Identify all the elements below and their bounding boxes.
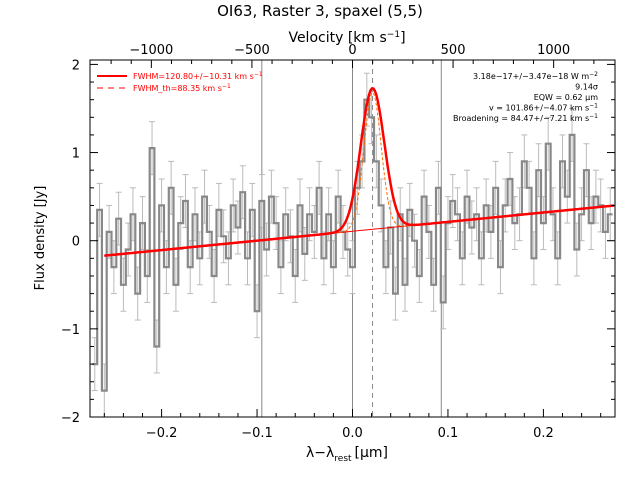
annotation-main: EQW = 0.62 μm (534, 93, 598, 102)
top-axis-label-text: Velocity [km s (288, 30, 386, 46)
legend-label-text: FWHM=120.80+/−10.31 km s (133, 72, 254, 81)
annotation-main: Broadening = 84.47+/−7.21 km s (453, 114, 589, 123)
plot-area (91, 60, 616, 418)
top-tick-label: 1000 (537, 43, 570, 58)
x-axis-label-sub: rest (334, 454, 352, 464)
x-tick-label: −0.2 (146, 426, 178, 441)
x-tick-label: 0.1 (438, 426, 459, 441)
annotation-text: 9.14σ (575, 83, 598, 92)
annotation-main: 9.14σ (575, 83, 598, 92)
y-tick-label: 2 (72, 58, 80, 73)
annotation-sup: −2 (589, 71, 598, 78)
annotation-main: v = 101.86+/−4.07 km s (489, 104, 589, 113)
x-tick-label: −0.1 (241, 426, 273, 441)
annotation-sup: −1 (589, 113, 598, 120)
top-tick-label: 0 (348, 43, 356, 58)
legend-label: FWHM_th=88.35 km s−1 (133, 83, 231, 93)
top-tick-label: −500 (234, 43, 270, 58)
total-fit-line (104, 87, 615, 257)
x-tick-label: 0.2 (533, 426, 554, 441)
annotation-text: EQW = 0.62 μm (534, 93, 598, 102)
axis-ticks: −0.2 −0.1 0.0 0.1 0.2 −1000 −500 0 500 1000 −2 −1 0 1… (61, 43, 616, 441)
top-axis-label-sup: −1 (387, 30, 400, 40)
y-tick-label: 1 (72, 147, 80, 162)
x-tick-label: 0.0 (342, 426, 363, 441)
y-tick-label: 0 (72, 235, 80, 250)
top-tick-label: −1000 (129, 43, 173, 58)
legend-label-text: FWHM_th=88.35 km s (133, 84, 222, 93)
legend: FWHM=120.80+/−10.31 km s−1FWHM_th=88.35 … (97, 71, 263, 93)
legend-label-sup: −1 (222, 83, 231, 90)
annotation-main: 3.18e−17+/−3.47e−18 W m (473, 72, 589, 81)
chart-title: OI63, Raster 3, spaxel (5,5) (217, 2, 423, 20)
data-series-steps (92, 98, 613, 392)
y-tick-label: −2 (61, 411, 80, 426)
x-axis-label: λ−λrest [μm] (306, 445, 388, 464)
top-axis-label-end: ] (400, 30, 405, 46)
y-tick-label: −1 (61, 323, 80, 338)
annotation-text: 3.18e−17+/−3.47e−18 W m−2 (473, 71, 598, 81)
annotation-sup: −1 (589, 103, 598, 110)
legend-label: FWHM=120.80+/−10.31 km s−1 (133, 71, 263, 81)
top-axis-label: Velocity [km s−1] (288, 30, 405, 46)
x-axis-label-text: λ−λ (306, 445, 334, 461)
annotation-text: v = 101.86+/−4.07 km s−1 (489, 103, 598, 113)
top-tick-label: 500 (441, 43, 466, 58)
annotation-text: Broadening = 84.47+/−7.21 km s−1 (453, 113, 598, 123)
y-axis-label: Flux density [Jy] (33, 186, 48, 291)
legend-label-sup: −1 (254, 71, 263, 78)
x-axis-label-unit: [μm] (355, 445, 388, 461)
